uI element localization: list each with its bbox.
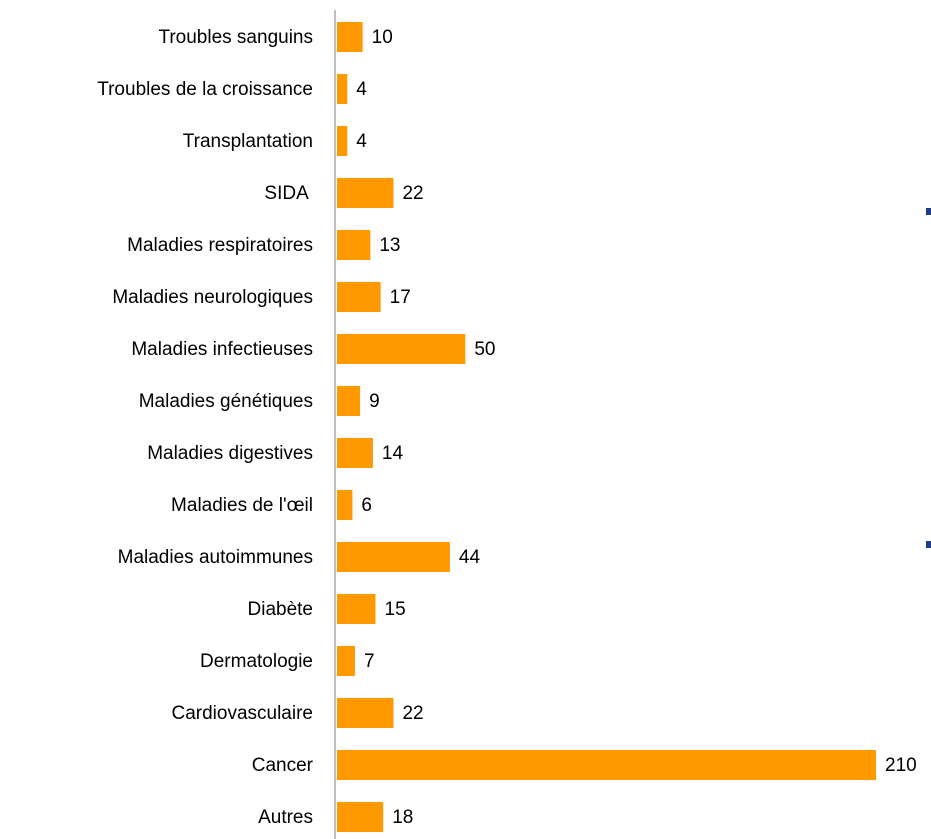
- bar: [337, 490, 353, 520]
- bar: [337, 74, 348, 104]
- category-label: Maladies infectieuses: [131, 339, 313, 360]
- bar: [337, 802, 384, 832]
- value-label: 13: [379, 235, 400, 256]
- category-label: Maladies neurologiques: [112, 287, 313, 308]
- value-label: 44: [459, 547, 481, 568]
- value-label: 4: [356, 131, 367, 152]
- value-label: 210: [885, 755, 917, 776]
- category-label: Maladies respiratoires: [127, 235, 313, 256]
- value-label: 17: [390, 287, 411, 308]
- value-label: 6: [361, 495, 372, 516]
- bar: [337, 646, 355, 676]
- category-label: Autres: [258, 807, 313, 828]
- decoration: [926, 208, 931, 215]
- bar: [337, 334, 466, 364]
- category-label: Dermatologie: [200, 651, 313, 672]
- category-label: Troubles de la croissance: [97, 79, 313, 100]
- bar: [337, 750, 876, 780]
- value-label: 22: [402, 183, 423, 204]
- bar: [337, 386, 361, 416]
- value-label: 7: [364, 651, 375, 672]
- value-label: 10: [372, 27, 393, 48]
- bar: [337, 438, 373, 468]
- category-label: Transplantation: [183, 131, 313, 152]
- category-label: Maladies autoimmunes: [118, 547, 313, 568]
- category-label: Diabète: [248, 599, 314, 620]
- category-label: Maladies génétiques: [139, 391, 313, 412]
- category-label: Cardiovasculaire: [171, 703, 313, 724]
- bar: [337, 542, 450, 572]
- value-label: 15: [385, 599, 406, 620]
- category-label: Troubles sanguins: [158, 27, 313, 48]
- bar: [337, 698, 394, 728]
- value-label: 50: [474, 339, 495, 360]
- bar: [337, 22, 363, 52]
- decoration: [926, 541, 931, 548]
- value-label: 18: [392, 807, 413, 828]
- category-label: Cancer: [252, 755, 314, 776]
- category-label: Maladies digestives: [147, 443, 313, 464]
- value-label: 9: [369, 391, 380, 412]
- bar: [337, 594, 376, 624]
- category-label: Maladies de l'œil: [171, 495, 313, 516]
- bar: [337, 230, 371, 260]
- value-label: 14: [382, 443, 404, 464]
- bar: [337, 282, 381, 312]
- category-label: SIDA: [264, 183, 313, 204]
- bar: [337, 126, 348, 156]
- bar: [337, 178, 394, 208]
- value-label: 22: [402, 703, 423, 724]
- value-label: 4: [356, 79, 367, 100]
